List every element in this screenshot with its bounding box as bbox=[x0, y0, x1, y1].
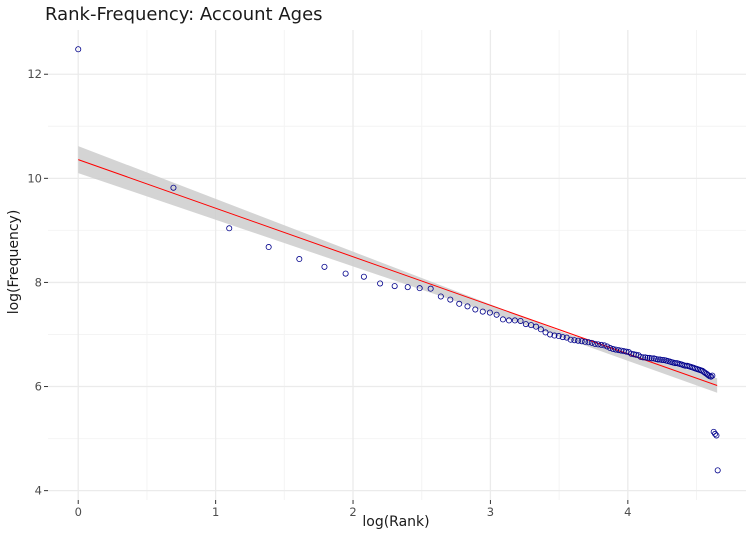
data-point bbox=[472, 306, 479, 313]
data-point bbox=[640, 354, 647, 361]
data-point bbox=[511, 317, 518, 324]
data-point bbox=[604, 343, 611, 350]
data-point bbox=[499, 316, 506, 323]
data-point bbox=[170, 184, 177, 191]
data-point bbox=[321, 263, 328, 270]
data-point bbox=[486, 309, 493, 316]
data-point bbox=[709, 372, 716, 379]
x-tick-label: 1 bbox=[212, 505, 219, 519]
data-point bbox=[296, 256, 303, 263]
data-point bbox=[713, 432, 720, 439]
data-point bbox=[464, 303, 471, 310]
y-axis-title: log(Frequency) bbox=[6, 210, 22, 315]
data-point bbox=[517, 317, 524, 324]
y-tick-label: 8 bbox=[35, 275, 42, 289]
data-point bbox=[648, 355, 655, 362]
y-tick-label: 10 bbox=[27, 171, 42, 185]
chart-title: Rank-Frequency: Account Ages bbox=[45, 4, 323, 25]
data-point bbox=[582, 338, 589, 345]
data-point bbox=[609, 346, 616, 353]
data-point bbox=[551, 332, 558, 339]
x-tick-label: 2 bbox=[349, 505, 356, 519]
data-point bbox=[644, 354, 651, 361]
data-point bbox=[591, 340, 598, 347]
data-point bbox=[416, 285, 423, 292]
data-point bbox=[342, 270, 349, 277]
data-point bbox=[404, 284, 411, 291]
data-point bbox=[537, 326, 544, 333]
data-point bbox=[655, 356, 662, 363]
data-point bbox=[601, 342, 608, 349]
data-point bbox=[642, 354, 649, 361]
data-point bbox=[559, 334, 566, 341]
data-point bbox=[707, 373, 714, 380]
data-point bbox=[623, 348, 630, 355]
data-point bbox=[456, 300, 463, 307]
confidence-band bbox=[78, 146, 718, 393]
y-tick-label: 12 bbox=[27, 67, 42, 81]
data-point bbox=[547, 331, 554, 338]
x-tick-label: 4 bbox=[624, 505, 631, 519]
data-point bbox=[265, 244, 272, 251]
data-point bbox=[533, 323, 540, 330]
data-point bbox=[578, 338, 585, 345]
data-point bbox=[505, 317, 512, 324]
data-point bbox=[360, 273, 367, 280]
data-point bbox=[595, 341, 602, 348]
x-tick-label: 3 bbox=[487, 505, 494, 519]
data-point bbox=[437, 293, 444, 300]
data-point bbox=[555, 333, 562, 340]
data-point bbox=[377, 280, 384, 287]
data-point bbox=[575, 337, 582, 344]
data-point bbox=[598, 341, 605, 348]
data-point bbox=[226, 225, 233, 232]
y-tick-label: 4 bbox=[35, 484, 42, 498]
data-point bbox=[75, 46, 82, 53]
data-point bbox=[585, 339, 592, 346]
data-point bbox=[637, 353, 644, 360]
data-point bbox=[447, 296, 454, 303]
data-point bbox=[588, 339, 595, 346]
data-point bbox=[571, 337, 578, 344]
data-point bbox=[714, 467, 721, 474]
data-point bbox=[567, 336, 574, 343]
data-point bbox=[658, 356, 665, 363]
data-point bbox=[712, 430, 719, 437]
data-point bbox=[391, 283, 398, 290]
data-point bbox=[479, 308, 486, 315]
y-tick-label: 6 bbox=[35, 380, 42, 394]
data-point bbox=[493, 311, 500, 318]
x-tick-label: 0 bbox=[75, 505, 82, 519]
data-point bbox=[607, 345, 614, 352]
data-point bbox=[427, 285, 434, 292]
x-axis-title: log(Rank) bbox=[362, 514, 429, 530]
